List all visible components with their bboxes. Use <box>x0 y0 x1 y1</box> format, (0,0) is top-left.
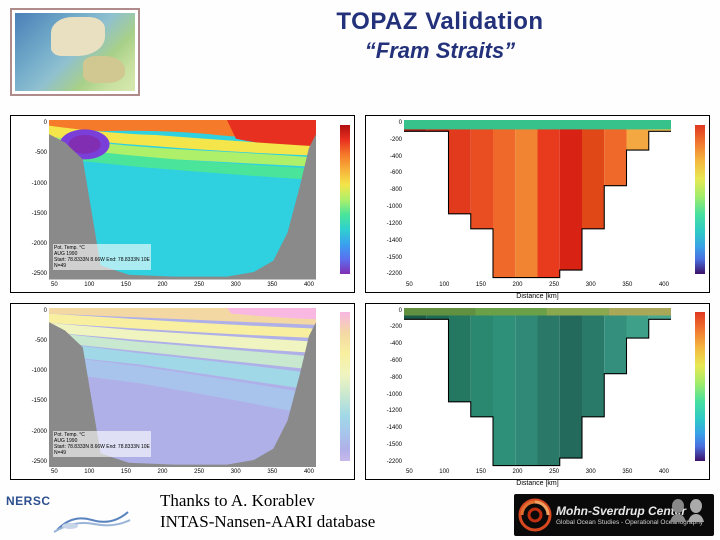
map-thumbnail-image <box>15 13 135 91</box>
map-thumbnail <box>10 8 140 96</box>
credit-text: Thanks to A. Korablev INTAS-Nansen-AARI … <box>160 491 375 532</box>
nersc-logo: NERSC <box>6 494 136 534</box>
footer: NERSC Thanks to A. Korablev INTAS-Nansen… <box>0 485 720 540</box>
colorbar-tr <box>695 125 705 274</box>
plot-grid: 0 -500 -1000 -1500 -2000 -2500 <box>10 115 710 480</box>
yticks-br: 0 -200 -400 -600 -800 -1000 -1200 -1400 … <box>378 308 402 466</box>
portrait-silhouettes-icon <box>666 496 708 522</box>
plot-top-left: 0 -500 -1000 -1500 -2000 -2500 <box>10 115 355 293</box>
cross-section-br <box>404 308 671 468</box>
header: TOPAZ Validation “Fram Straits” <box>0 0 720 100</box>
xticks-bl: 50100150200250300350400 <box>51 469 314 477</box>
nersc-art-icon <box>52 506 132 534</box>
cross-section-tr <box>404 120 671 280</box>
title-line-2: “Fram Straits” <box>170 38 710 64</box>
colorbar-bl <box>340 312 350 461</box>
yticks-bl: 0 -500 -1000 -1500 -2000 -2500 <box>23 308 47 466</box>
xticks-tl: 50100150200250300350400 <box>51 282 314 290</box>
plot-top-right: 0 -200 -400 -600 -800 -1000 -1200 -1400 … <box>365 115 710 293</box>
xticks-br: 50 100 150 200 250 300 350 400 <box>406 469 669 477</box>
xticks-tr: 50 100 150 200 250 300 350 400 <box>406 282 669 290</box>
mohn-sverdrup-logo: Mohn-Sverdrup Center Global Ocean Studie… <box>514 494 714 536</box>
xlabel-tr: Distance [km] <box>516 293 558 300</box>
credit-line-1: Thanks to A. Korablev <box>160 491 375 511</box>
plot-bottom-left: 0 -500 -1000 -1500 -2000 -2500 <box>10 303 355 481</box>
slide-title: TOPAZ Validation “Fram Straits” <box>170 8 710 64</box>
plot-bottom-right: 0 -200 -400 -600 -800 -1000 -1200 -1400 … <box>365 303 710 481</box>
swirl-icon <box>518 498 552 532</box>
meta-bl: Pot. Temp. °C AUG 1990 Start: 78.8333N 8… <box>53 431 151 457</box>
yticks-tl: 0 -500 -1000 -1500 -2000 -2500 <box>23 120 47 278</box>
credit-line-2: INTAS-Nansen-AARI database <box>160 512 375 532</box>
meta-tl: Pot. Temp. °C AUG 1990 Start: 78.8333N 8… <box>53 244 151 270</box>
colorbar-tl <box>340 125 350 274</box>
yticks-tr: 0 -200 -400 -600 -800 -1000 -1200 -1400 … <box>378 120 402 278</box>
colorbar-br <box>695 312 705 461</box>
title-line-1: TOPAZ Validation <box>170 8 710 36</box>
